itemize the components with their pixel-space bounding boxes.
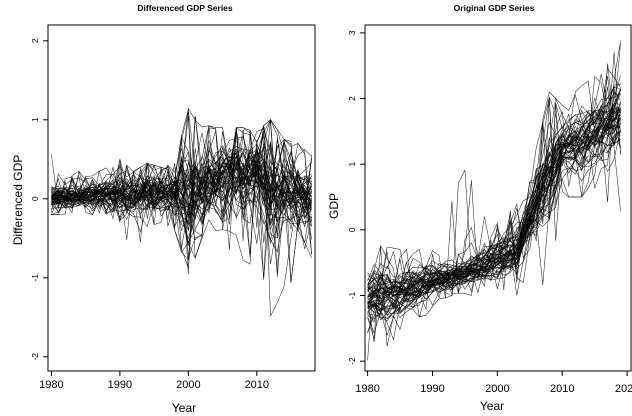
differenced-series-line: [51, 166, 312, 241]
original-series-line: [367, 123, 621, 314]
original-series-line: [367, 108, 621, 297]
original-y-tick-label: 2: [347, 96, 357, 101]
original-chart-title: Original GDP Series: [454, 3, 535, 13]
original-x-tick-label: 2010: [550, 383, 574, 395]
differenced-axes: -2 -1 0 1 2 1980 1990 2000 2010: [30, 38, 269, 391]
original-series-line: [367, 80, 621, 296]
differenced-y-tick-label: -2: [30, 353, 40, 361]
original-x-tick-label: 1980: [355, 383, 379, 395]
original-series-line: [367, 110, 621, 309]
differenced-gdp-panel: Differenced GDP Series -2 -1 0 1 2 1980 1990 20…: [11, 3, 316, 415]
original-series-line: [367, 117, 621, 315]
differenced-series-line: [51, 153, 312, 217]
differenced-y-tick-label: 0: [30, 196, 40, 201]
differenced-series-line: [51, 142, 312, 224]
differenced-series-line: [51, 161, 312, 202]
original-series-line: [367, 75, 621, 290]
original-y-tick-label: 1: [347, 162, 357, 167]
differenced-x-tick-label: 1990: [108, 379, 132, 391]
original-x-tick-label: 1990: [420, 383, 444, 395]
original-plot-frame: [364, 24, 632, 372]
differenced-y-tick-label: -1: [30, 274, 40, 282]
original-gdp-panel: Original GDP Series -2 -1 0 1 2 3 1980 1990 2000…: [327, 3, 632, 413]
differenced-y-tick-label: 1: [30, 117, 40, 122]
differenced-series-line: [51, 169, 312, 232]
original-x-tick-label: 2000: [485, 383, 509, 395]
original-series-group: [367, 40, 621, 361]
original-series-line: [367, 51, 621, 347]
differenced-x-tick-label: 2000: [176, 379, 200, 391]
original-series-line: [367, 74, 621, 333]
differenced-series-line: [51, 147, 312, 231]
differenced-series-line: [51, 151, 312, 208]
original-y-tick-label: 0: [347, 227, 357, 232]
differenced-series-line: [51, 143, 312, 226]
original-series-line: [367, 109, 621, 299]
original-series-line: [367, 84, 621, 289]
original-series-line: [367, 136, 621, 308]
differenced-series-line: [51, 116, 312, 274]
original-series-line: [367, 40, 621, 341]
differenced-x-axis-label: Year: [172, 401, 196, 415]
original-series-line: [367, 105, 621, 295]
differenced-series-line: [51, 148, 312, 205]
differenced-chart-title: Differenced GDP Series: [137, 3, 233, 13]
differenced-series-line: [51, 152, 312, 208]
original-y-tick-label: -2: [347, 357, 357, 365]
original-y-tick-label: -1: [347, 291, 357, 299]
original-x-axis-label: Year: [480, 399, 504, 413]
differenced-y-axis-label: Differenced GDP: [11, 155, 25, 246]
original-x-tick-label: 2020: [615, 383, 632, 395]
differenced-series-line: [51, 190, 312, 225]
original-y-tick-label: 3: [347, 30, 357, 35]
differenced-x-tick-label: 2010: [245, 379, 269, 391]
original-y-axis-label: GDP: [327, 193, 341, 219]
differenced-plot-frame: [47, 24, 316, 372]
differenced-series-group: [51, 107, 312, 318]
differenced-x-tick-label: 1980: [39, 379, 63, 391]
differenced-series-line: [51, 178, 312, 227]
original-series-line: [367, 86, 621, 343]
original-series-line: [367, 125, 621, 314]
original-series-line: [367, 89, 621, 300]
differenced-y-tick-label: 2: [30, 38, 40, 43]
differenced-series-line: [51, 128, 312, 283]
differenced-series-line: [51, 107, 312, 241]
original-axes: -2 -1 0 1 2 3 1980 1990 2000 2010 2020: [347, 30, 632, 395]
